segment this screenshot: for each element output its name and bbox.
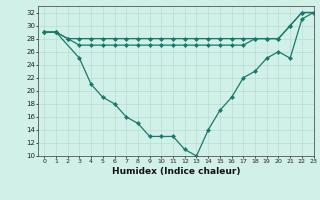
X-axis label: Humidex (Indice chaleur): Humidex (Indice chaleur) [112,167,240,176]
